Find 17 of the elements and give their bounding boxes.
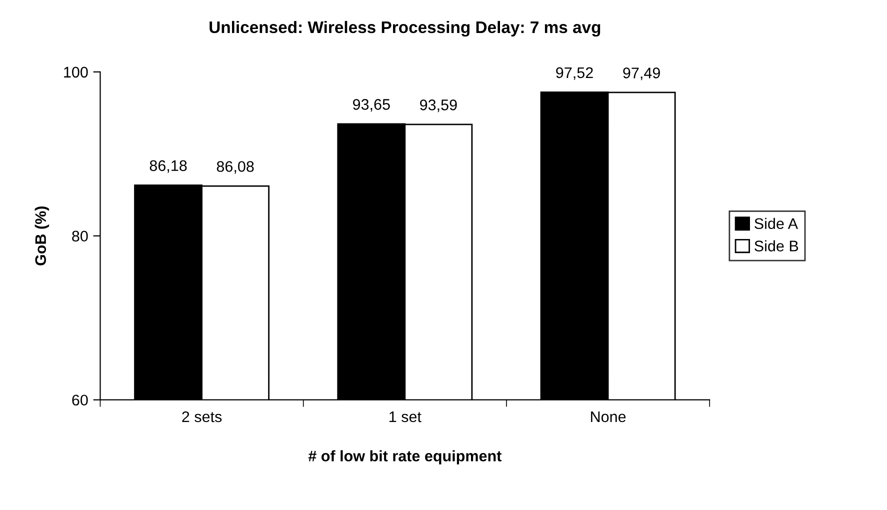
data-label: 86,08 bbox=[216, 161, 254, 174]
legend-label: Side A bbox=[754, 218, 798, 230]
data-label: 97,49 bbox=[623, 68, 660, 80]
chart-title: Unlicensed: Wireless Processing Delay: 7 ms avg bbox=[210, 20, 600, 37]
y-axis-title: GoB (%) bbox=[34, 206, 50, 266]
x-tick-label: 1 set bbox=[390, 412, 422, 422]
legend-label: Side B bbox=[754, 240, 798, 252]
data-label: 97,52 bbox=[556, 67, 593, 80]
y-tick-label: 60 bbox=[72, 394, 88, 406]
x-tick-label: 2 sets bbox=[182, 411, 222, 422]
y-tick-label: 100 bbox=[64, 66, 88, 78]
data-label: 93,59 bbox=[420, 100, 457, 112]
x-axis-title: # of low bit rate equipment bbox=[308, 450, 502, 464]
y-tick-label: 80 bbox=[72, 230, 88, 242]
x-tick-label: None bbox=[591, 412, 626, 422]
data-label: 93,65 bbox=[353, 99, 390, 112]
data-label: 86,18 bbox=[150, 160, 187, 173]
